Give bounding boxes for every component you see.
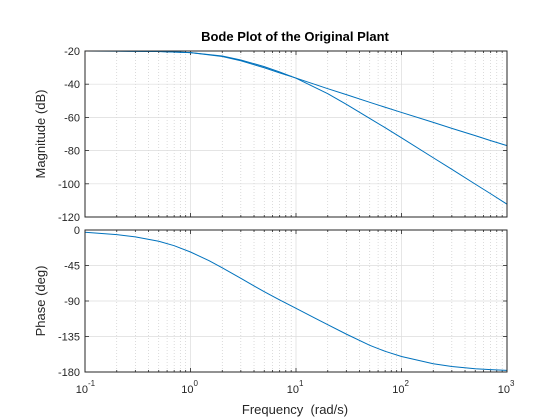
phase-y-tick-label: -90 (64, 296, 80, 308)
x-tick-label-exponent: 2 (405, 379, 410, 388)
x-tick-label-base: 10 (181, 384, 193, 396)
phase-line-1 (84, 231, 508, 371)
phase-axes-frame (84, 229, 508, 373)
x-tick-label-exponent: 0 (194, 379, 199, 388)
magnitude-y-tick-label: -60 (64, 112, 80, 124)
magnitude-grid (84, 50, 508, 218)
magnitude-y-tick-label: -100 (58, 179, 80, 191)
phase-y-tick-label: -135 (58, 332, 80, 344)
magnitude-y-tick-label: -20 (64, 46, 80, 58)
magnitude-y-tick-label: -80 (64, 146, 80, 158)
phase-y-tick-label: 0 (74, 225, 80, 237)
phase-panel: 0 -45 -90 -135 -180 Phase (deg) (33, 225, 508, 379)
magnitude-axes-frame (84, 50, 508, 218)
x-tick-label-exponent: 1 (299, 379, 304, 388)
chart-title: Bode Plot of the Original Plant (201, 29, 389, 44)
magnitude-y-tick-label: -120 (58, 212, 80, 224)
magnitude-line-2 (84, 50, 508, 205)
phase-y-tick-label: -45 (64, 261, 80, 273)
phase-series (84, 231, 508, 371)
x-axis-label: Frequency (rad/s) (242, 402, 348, 417)
phase-ylabel: Phase (deg) (33, 266, 48, 337)
x-tick-label-base: 10 (287, 384, 299, 396)
magnitude-panel: -20 -40 -60 -80 -100 -120 Magnitude (dB) (33, 46, 508, 224)
x-tick-label-base: 10 (498, 384, 510, 396)
x-tick-label-base: 10 (76, 384, 88, 396)
phase-y-tick-label: -180 (58, 367, 80, 379)
x-tick-label-exponent: 3 (510, 379, 515, 388)
x-tick-label-exponent: -1 (88, 379, 96, 388)
magnitude-series (84, 50, 508, 205)
magnitude-y-ticks: -20 -40 -60 -80 -100 -120 (58, 46, 507, 224)
x-tick-label-base: 10 (392, 384, 404, 396)
magnitude-ylabel: Magnitude (dB) (33, 90, 48, 179)
magnitude-y-tick-label: -40 (64, 79, 80, 91)
